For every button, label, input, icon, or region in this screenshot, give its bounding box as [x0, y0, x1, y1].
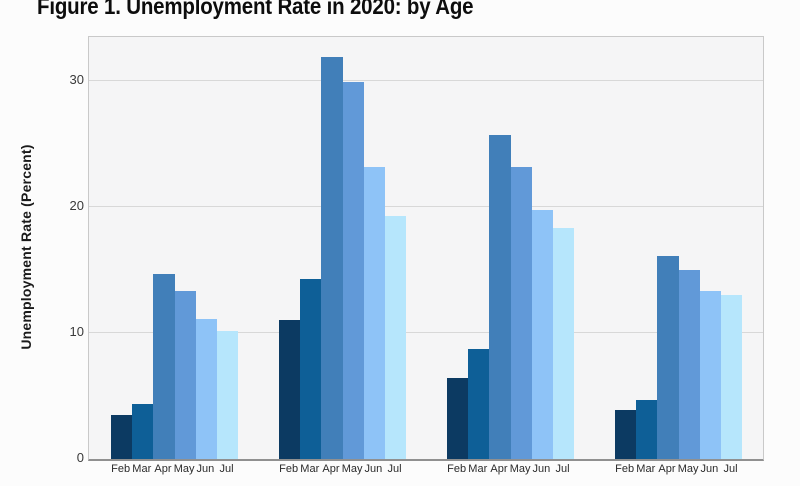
- month-label-feb: Feb: [279, 463, 299, 475]
- bar-group-1: [111, 37, 239, 459]
- month-labels-group-2: Feb Mar Apr May Jun Jul: [278, 462, 405, 476]
- month-label-may: May: [173, 463, 195, 475]
- bar-mar-group4: [636, 399, 658, 459]
- month-labels-group-3: Feb Mar Apr May Jun Jul: [446, 462, 573, 476]
- bar-apr-group1: [153, 273, 175, 459]
- bar-feb-group3: [447, 378, 469, 459]
- bar-apr-group2: [321, 57, 343, 459]
- month-label-mar: Mar: [468, 463, 488, 475]
- bar-may-group2: [342, 82, 364, 459]
- month-label-jul: Jul: [723, 463, 738, 475]
- month-label-apr: Apr: [658, 463, 676, 475]
- bar-jul-group2: [384, 215, 407, 459]
- month-label-jun: Jun: [196, 463, 215, 475]
- month-label-apr: Apr: [154, 463, 172, 475]
- bar-feb-group1: [111, 414, 133, 459]
- month-label-jul: Jul: [219, 463, 234, 475]
- y-axis-label: Unemployment Rate (Percent): [18, 144, 34, 350]
- bar-may-group1: [174, 291, 196, 459]
- bar-group-4: [615, 37, 743, 459]
- gridline-30: [89, 80, 763, 82]
- month-label-jun: Jun: [532, 463, 551, 475]
- month-labels-group-4: Feb Mar Apr May Jun Jul: [614, 462, 741, 476]
- month-label-feb: Feb: [447, 463, 467, 475]
- month-label-jul: Jul: [555, 463, 570, 475]
- y-tick-0: 0: [76, 450, 84, 465]
- month-label-mar: Mar: [636, 463, 656, 475]
- month-label-apr: Apr: [322, 463, 340, 475]
- bar-group-2: [279, 37, 407, 459]
- bar-may-group4: [678, 270, 700, 459]
- month-label-feb: Feb: [615, 463, 635, 475]
- bar-mar-group1: [132, 403, 154, 459]
- month-labels-group-1: Feb Mar Apr May Jun Jul: [110, 462, 237, 476]
- plot-area: [88, 36, 764, 461]
- month-label-feb: Feb: [111, 463, 131, 475]
- month-label-jul: Jul: [387, 463, 402, 475]
- month-label-may: May: [341, 463, 363, 475]
- y-tick-30: 30: [69, 72, 84, 88]
- bar-jul-group3: [552, 228, 575, 459]
- bar-apr-group4: [657, 256, 679, 459]
- bar-jun-group4: [699, 291, 721, 459]
- bar-mar-group2: [300, 278, 322, 459]
- month-label-mar: Mar: [300, 463, 320, 475]
- bar-jul-group4: [720, 295, 743, 459]
- gridline-20: [89, 206, 763, 208]
- month-label-mar: Mar: [132, 463, 152, 475]
- y-tick-20: 20: [69, 198, 84, 214]
- month-label-jun: Jun: [364, 463, 383, 475]
- bar-jun-group1: [195, 319, 217, 459]
- bar-feb-group4: [615, 409, 637, 459]
- bar-group-3: [447, 37, 575, 459]
- chart-title: Figure 1. Unemployment Rate in 2020: by …: [37, 0, 474, 19]
- bar-mar-group3: [468, 349, 490, 459]
- gridline-10: [89, 332, 763, 334]
- bar-jun-group2: [363, 166, 385, 459]
- bar-may-group3: [510, 166, 532, 459]
- month-label-may: May: [677, 463, 699, 475]
- month-label-may: May: [509, 463, 531, 475]
- y-tick-10: 10: [69, 324, 84, 340]
- bar-feb-group2: [279, 320, 301, 459]
- bar-apr-group3: [489, 135, 511, 459]
- bar-jun-group3: [531, 209, 553, 459]
- x-axis-labels: Feb Mar Apr May Jun Jul Feb Mar Apr May Jun Jul Feb M…: [88, 462, 762, 478]
- month-label-apr: Apr: [490, 463, 508, 475]
- month-label-jun: Jun: [700, 463, 719, 475]
- bar-jul-group1: [216, 330, 239, 459]
